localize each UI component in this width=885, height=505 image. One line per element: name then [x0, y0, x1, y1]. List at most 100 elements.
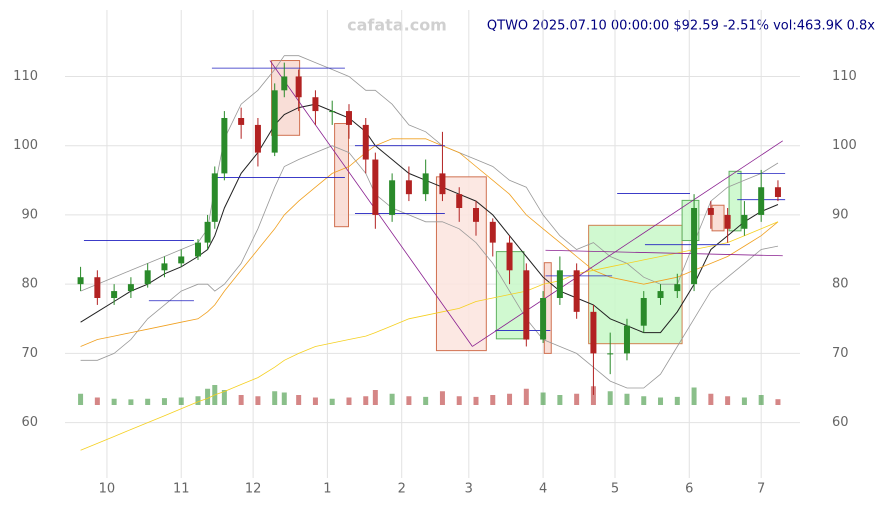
candle-body [204, 221, 211, 243]
x-tick-label: 4 [539, 482, 547, 497]
volume-bar [523, 388, 529, 405]
x-tick-label: 3 [465, 482, 473, 497]
volume-bar [363, 396, 369, 405]
candle-body [211, 173, 218, 222]
x-tick-label: 1 [323, 482, 331, 497]
volume-bar [456, 396, 462, 405]
zone [711, 204, 725, 232]
volume-bar [195, 396, 201, 405]
candle-body [456, 194, 463, 208]
y-tick-label-right: 60 [832, 415, 849, 430]
volume-bar [346, 397, 352, 405]
candle-body [623, 325, 630, 354]
x-tick-label: 2 [398, 482, 406, 497]
candle-body [607, 353, 614, 355]
candle-body [329, 111, 336, 113]
volume-bar [221, 390, 227, 405]
volume-bar [111, 398, 117, 405]
candle-body [144, 270, 151, 285]
candle-body [724, 214, 731, 229]
volume-bar [490, 395, 496, 405]
candle-body [271, 90, 278, 153]
x-tick-label: 5 [611, 482, 619, 497]
volume-bar [758, 395, 764, 405]
zone [495, 251, 525, 340]
volume-bar [641, 396, 647, 405]
x-tick-label: 10 [99, 482, 116, 497]
candle-body [161, 263, 168, 271]
candle-body [439, 173, 446, 195]
volume-bar [473, 396, 479, 405]
y-tick-label: 70 [21, 346, 38, 361]
volume-bar [658, 397, 664, 405]
trend-line [545, 249, 783, 257]
candle-body [111, 291, 118, 298]
volume-bar [775, 399, 781, 405]
volume-bar [128, 399, 134, 405]
y-tick-label: 100 [13, 138, 38, 153]
volume-bar [145, 398, 151, 405]
candle-body [345, 111, 352, 125]
y-tick-label: 110 [13, 69, 38, 84]
trend-line [269, 60, 473, 347]
volume-bar [741, 397, 747, 405]
x-tick-label: 12 [245, 482, 262, 497]
volume-bar [94, 397, 100, 405]
x-tick-label: 7 [757, 482, 765, 497]
candle-body [389, 180, 396, 215]
volume-bar [205, 388, 211, 405]
candle-body [590, 311, 597, 354]
candle-body [758, 187, 765, 215]
candle-body [573, 270, 580, 312]
y-tick-label: 60 [21, 415, 38, 430]
candle-body [556, 270, 563, 298]
volume-bar [329, 398, 335, 405]
watermark: cafata.com [347, 16, 447, 35]
y-tick-label-right: 70 [832, 346, 849, 361]
candle-body [221, 118, 228, 174]
candle-body [489, 221, 496, 243]
y-tick-label-right: 110 [832, 69, 857, 84]
chart-title: QTWO 2025.07.10 00:00:00 $92.59 -2.51% v… [487, 19, 875, 34]
volume-bar [161, 398, 167, 405]
candle-body [178, 256, 185, 264]
volume-bar [178, 397, 184, 405]
volume-bar [624, 393, 630, 405]
candle-body [405, 180, 412, 195]
y-tick-label-right: 80 [832, 277, 849, 292]
candle-body [523, 270, 530, 340]
volume-bar [406, 396, 412, 405]
volume-bar [439, 391, 445, 405]
overlay-line [80, 221, 779, 451]
candle-body [281, 76, 288, 91]
volume-bar [296, 395, 302, 405]
volume-bar [557, 395, 563, 405]
candle-body [254, 124, 261, 153]
volume-bar [372, 390, 378, 405]
candle-body [674, 284, 681, 292]
volume-bar [590, 386, 596, 405]
candle-body [77, 277, 84, 285]
volume-bar [507, 393, 513, 405]
zone [728, 170, 742, 232]
candle-body [540, 298, 547, 340]
candle-body [422, 173, 429, 195]
candle-body [774, 187, 781, 197]
y-tick-label-right: 100 [832, 138, 857, 153]
candle-body [238, 118, 245, 125]
overlay-line [80, 138, 779, 347]
volume-bar [238, 395, 244, 405]
volume-bar [574, 393, 580, 405]
volume-bar [272, 391, 278, 405]
candle-body [640, 298, 647, 326]
candle-body [657, 291, 664, 298]
volume-bar [674, 396, 680, 405]
candle-body [506, 242, 513, 271]
y-tick-label-right: 90 [832, 207, 849, 222]
candle-body [195, 242, 202, 257]
volume-bar [423, 396, 429, 405]
candle-body [741, 214, 748, 229]
volume-bar [691, 387, 697, 405]
y-tick-label: 80 [21, 277, 38, 292]
